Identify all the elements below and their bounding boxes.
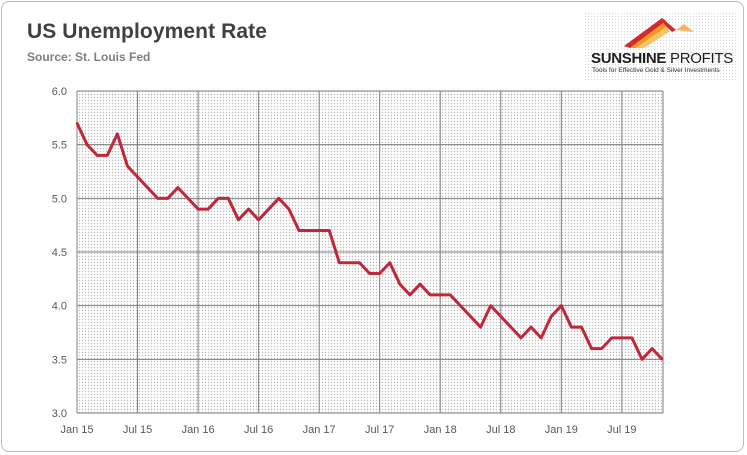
data-point [136, 175, 139, 179]
data-point [206, 207, 210, 211]
data-point [348, 261, 351, 264]
data-point [469, 315, 472, 318]
x-tick-label: Jul 19 [607, 424, 636, 436]
logo-brand-light: PROFITS [666, 50, 733, 67]
data-point [509, 325, 513, 329]
data-point [489, 304, 492, 307]
y-tick-label: 6.0 [52, 86, 67, 98]
data-point [499, 315, 502, 318]
data-point [95, 154, 99, 157]
data-point [227, 197, 230, 200]
x-tick-label: Jul 17 [365, 424, 394, 436]
data-point [146, 186, 149, 189]
logo-brand-bold: SUNSHINE [591, 50, 667, 67]
data-point [277, 197, 280, 200]
data-point [408, 293, 412, 297]
data-point [398, 283, 402, 286]
data-point [439, 293, 442, 297]
y-tick-label: 5.5 [52, 140, 67, 152]
logo-brand: SUNSHINE PROFITS [591, 50, 733, 67]
x-tick-label: Jan 19 [545, 424, 578, 436]
chart-subtitle: Source: St. Louis Fed [27, 50, 151, 64]
data-point [328, 229, 331, 232]
sunshine-profits-logo-icon [584, 12, 736, 80]
data-point [358, 261, 361, 264]
data-point [529, 325, 533, 329]
data-point [247, 207, 250, 211]
data-point [418, 283, 422, 286]
data-point [570, 325, 573, 329]
data-point [126, 164, 129, 168]
data-point [610, 336, 613, 340]
x-tick-label: Jan 16 [182, 424, 215, 436]
data-point [600, 347, 603, 350]
x-tick-label: Jul 16 [244, 424, 273, 436]
data-point [176, 186, 180, 189]
data-point [116, 132, 119, 136]
data-point [307, 229, 311, 232]
data-point [459, 304, 462, 307]
chart-title: US Unemployment Rate [27, 20, 268, 43]
data-point [267, 207, 270, 211]
data-point [620, 336, 624, 340]
data-point [630, 336, 634, 340]
data-point [550, 315, 553, 318]
data-point [85, 143, 89, 146]
data-point [196, 207, 200, 211]
data-point [166, 197, 170, 200]
logo-tagline: Tools for Effective Gold & Silver Invest… [592, 67, 720, 74]
y-tick-label: 3.5 [52, 354, 67, 366]
data-point [661, 358, 664, 361]
data-point [539, 336, 543, 340]
data-point [580, 325, 583, 329]
data-point [237, 218, 240, 221]
data-point [519, 336, 523, 340]
data-point [388, 261, 391, 264]
y-tick-label: 4.5 [52, 247, 67, 259]
x-tick-label: Jul 15 [123, 424, 152, 436]
data-point [449, 293, 452, 297]
data-point [479, 325, 482, 329]
data-point [106, 154, 109, 157]
y-tick-label: 3.0 [52, 408, 67, 420]
data-point [287, 207, 291, 211]
data-point [650, 347, 654, 350]
x-tick-label: Jan 18 [424, 424, 457, 436]
data-point [297, 229, 301, 232]
data-point [378, 272, 381, 275]
data-point [338, 261, 341, 264]
data-point [560, 304, 563, 307]
x-tick-label: Jul 18 [486, 424, 515, 436]
data-point [428, 293, 432, 297]
data-point [186, 197, 190, 200]
data-point [368, 272, 371, 275]
y-tick-label: 5.0 [52, 193, 67, 205]
y-tick-label: 4.0 [52, 301, 67, 313]
data-point [640, 358, 644, 361]
data-point [590, 347, 593, 350]
x-tick-label: Jan 17 [303, 424, 336, 436]
data-point [156, 197, 159, 200]
x-tick-label: Jan 15 [60, 424, 93, 436]
data-point [75, 122, 79, 125]
data-point [217, 197, 220, 200]
data-point [317, 229, 321, 232]
data-point [257, 218, 260, 221]
